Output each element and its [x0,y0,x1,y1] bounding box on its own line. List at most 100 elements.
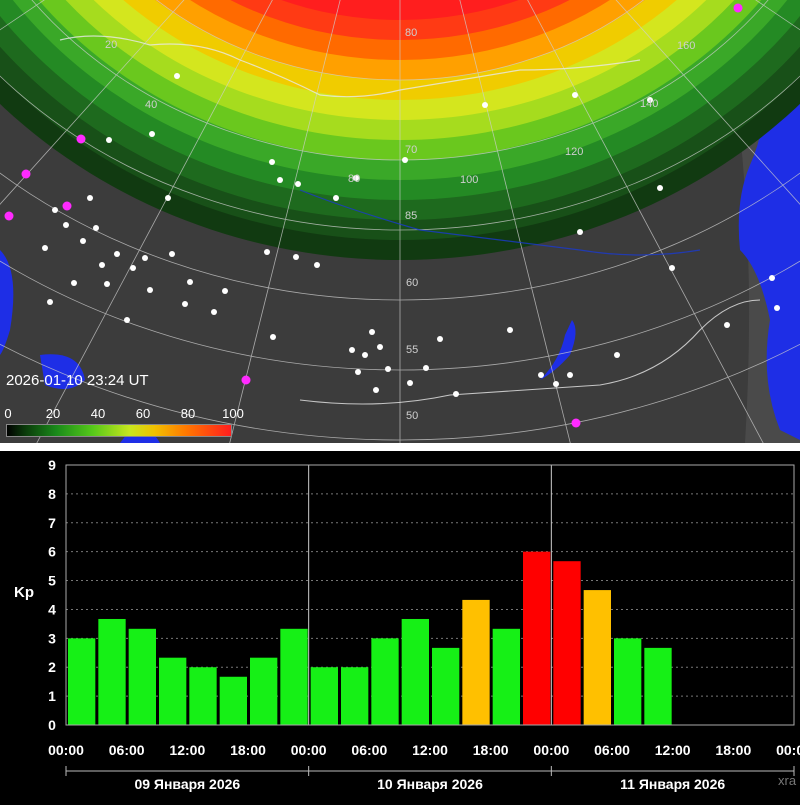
station-marker-highlight [241,375,251,385]
border-line [299,299,761,405]
station-marker [104,281,110,287]
station-marker [124,317,130,323]
meridian-line [36,0,273,443]
graticule [0,0,800,443]
kp-bar [341,667,369,725]
station-marker [269,159,275,165]
station-marker [769,275,775,281]
station-marker [355,369,361,375]
station-marker [553,381,559,387]
station-marker [614,352,620,358]
y-tick-label: 9 [48,457,56,473]
x-tick-label: 06:00 [109,742,145,758]
station-marker [182,301,188,307]
station-marker [169,251,175,257]
station-marker [87,195,93,201]
kp-bar [401,618,429,725]
y-tick-label: 1 [48,688,56,704]
station-marker [114,251,120,257]
y-axis-label: Kp [14,584,34,601]
kp-bar [159,657,187,725]
grid-labels: 20 40 70 80 100 120 140 160 80 85 60 55 … [105,27,695,422]
meridian-line [527,0,764,443]
panel-divider [0,443,800,451]
river-line [299,189,701,256]
kp-axes: 0 1 2 3 4 5 6 7 8 9 00:00 06:00 12:00 18:00 00:00 06:00… [48,457,800,792]
y-tick-label: 6 [48,544,56,560]
colorbar-tick: 0 [4,406,12,421]
station-marker [47,299,53,305]
station-marker [577,229,583,235]
x-tick-label: 06:00 [351,742,387,758]
grid-label: 40 [145,99,157,111]
kp-bars [68,551,672,725]
colorbar-tick: 60 [135,406,151,421]
station-marker-highlight [62,201,72,211]
station-marker-highlight [21,169,31,179]
day-label: 10 Января 2026 [377,776,483,792]
y-tick-label: 4 [48,601,56,617]
grid-label: 85 [405,210,417,222]
grid-label: 70 [405,144,417,156]
kp-bar [189,667,217,725]
grid-label: 60 [406,277,418,289]
station-marker [423,365,429,371]
station-marker-highlight [76,134,86,144]
station-marker-highlight [4,211,14,221]
kp-bar [128,628,156,725]
grid-label: 50 [406,410,418,422]
station-marker [293,254,299,260]
kp-chart: 0 1 2 3 4 5 6 7 8 9 00:00 06:00 12:00 18:00 00:00 06:00… [14,457,800,792]
station-marker [538,372,544,378]
station-marker [149,131,155,137]
colorbar-tick: 40 [90,406,106,421]
station-marker [724,322,730,328]
station-marker [385,366,391,372]
colorbar-labels: 0 20 40 60 80 100 [4,406,244,422]
kp-bar [644,647,672,725]
meridian-line [459,0,571,443]
kp-bar [523,551,551,725]
kp-bar [492,628,520,725]
meridian-line [755,0,800,31]
station-marker [63,222,69,228]
x-tick-label: 12:00 [412,742,448,758]
colorbar-tick: 20 [45,406,61,421]
station-marker [147,287,153,293]
station-marker [277,177,283,183]
map-timestamp: 2026-01-10 23:24 UT [6,372,149,389]
station-marker [187,279,193,285]
kp-bar [614,638,642,725]
grid-label: 20 [105,39,117,51]
station-marker [567,372,573,378]
meridian-line [615,0,800,205]
y-tick-label: 7 [48,515,56,531]
x-tick-label: 06:00 [594,742,630,758]
station-marker [174,73,180,79]
kp-bar [219,676,247,725]
station-marker [165,195,171,201]
station-marker [373,387,379,393]
kp-bar [432,647,460,725]
station-marker [377,344,383,350]
station-marker [657,185,663,191]
day-label: 11 Января 2026 [620,776,725,792]
station-marker [507,327,513,333]
grid-label: 80 [405,27,417,39]
station-marker-highlight [733,3,743,13]
station-marker [93,225,99,231]
grid-label: 80 [348,173,360,185]
station-marker [453,391,459,397]
station-marker [314,262,320,268]
station-marker [264,249,270,255]
station-marker [669,265,675,271]
x-tick-label: 00:00 [533,742,569,758]
baikal-lake [540,320,576,380]
meridian-line [229,0,341,443]
kp-bar [371,638,399,725]
x-tick-label: 00:00 [776,742,800,758]
station-marker [353,175,359,181]
kp-bar [553,561,581,725]
station-marker [52,207,58,213]
arctic-coastline [59,35,641,98]
